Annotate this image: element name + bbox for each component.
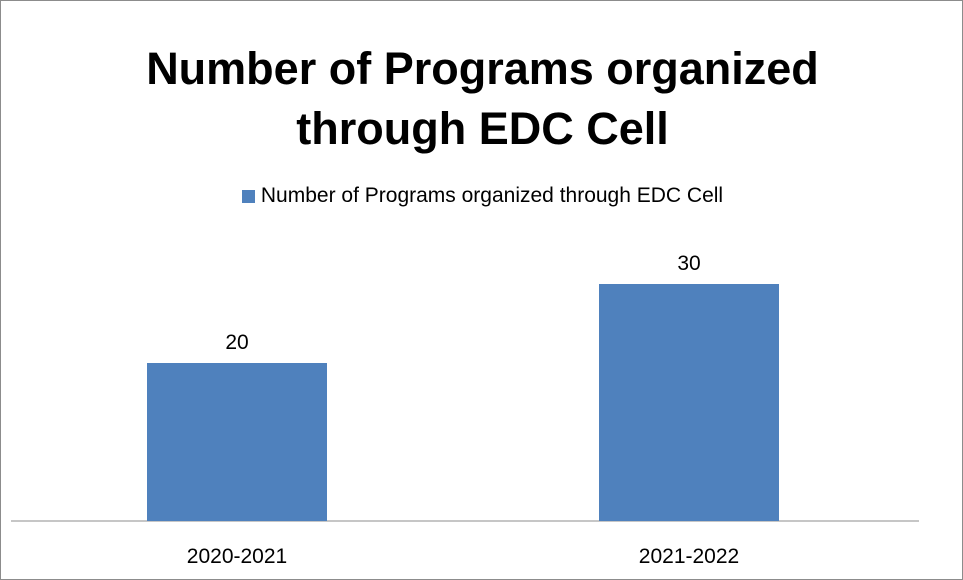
chart-title: Number of Programs organized through EDC… <box>1 39 963 159</box>
legend-label: Number of Programs organized through EDC… <box>260 184 724 207</box>
chart-legend: Number of Programs organized through EDC… <box>1 184 963 208</box>
data-label-2021-2022: 30 <box>677 252 700 275</box>
data-label-2020-2021: 20 <box>225 331 248 354</box>
x-tick-label-2020-2021: 2020-2021 <box>187 545 287 568</box>
bar-2021-2022 <box>599 284 779 521</box>
bar-2020-2021 <box>147 363 327 521</box>
legend-swatch <box>241 189 255 203</box>
chart-title-line-2: through EDC Cell <box>296 103 669 154</box>
x-tick-label-2021-2022: 2021-2022 <box>639 545 739 568</box>
chart-title-line-1: Number of Programs organized <box>146 43 819 94</box>
